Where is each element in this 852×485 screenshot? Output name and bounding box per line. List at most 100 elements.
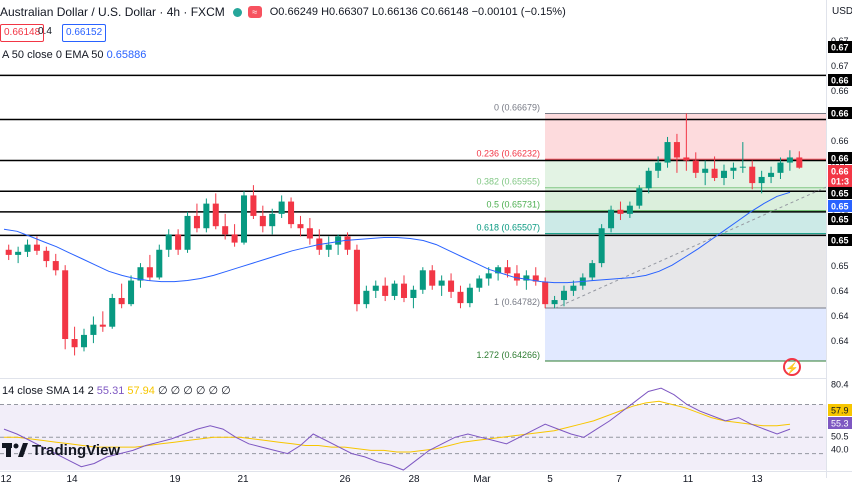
candle-body	[777, 162, 784, 173]
candle-body	[109, 297, 116, 327]
lightning-icon[interactable]: ⚡	[783, 358, 801, 376]
rsi-value: 55.31	[96, 385, 125, 397]
candle-body	[448, 280, 455, 292]
candle-body	[391, 283, 398, 296]
candle-body	[598, 228, 605, 264]
ema-line	[3, 191, 791, 284]
fib-label: 0.618 (0.65507)	[476, 223, 540, 233]
candle-body	[758, 176, 765, 184]
price-marker	[828, 175, 852, 187]
candle-body	[532, 275, 539, 282]
brand-text: TradingView	[32, 442, 121, 459]
fib-zone	[545, 308, 826, 361]
candle-body	[692, 160, 699, 173]
buy-button[interactable]: 0.66152	[62, 24, 107, 42]
candle-body	[43, 250, 50, 262]
candle-body	[664, 142, 671, 163]
rsi-marker	[828, 404, 852, 416]
candle-body	[570, 285, 577, 291]
rsi-axis-label: 40.0	[831, 445, 849, 455]
tradingview-logo[interactable]: TradingView	[2, 442, 120, 459]
candle-body	[720, 170, 728, 178]
rsi-line	[3, 387, 791, 471]
price-marker-label: 0.66	[831, 76, 849, 86]
tradingview-logo-icon	[2, 442, 28, 457]
price-marker-label: 01:3	[831, 177, 849, 187]
candle-body	[702, 168, 709, 173]
candle-body	[589, 263, 596, 278]
rsi-legend[interactable]: 14 close SMA 14 2 55.31 57.94 ∅ ∅ ∅ ∅ ∅ …	[2, 384, 231, 397]
candle-body	[250, 195, 257, 216]
candle-body	[739, 166, 746, 168]
candle-body	[80, 334, 88, 348]
sell-button[interactable]: 0.66148	[0, 24, 45, 42]
candle-body	[504, 267, 511, 274]
candle-body	[344, 236, 351, 250]
symbol-title[interactable]: Australian Dollar / U.S. Dollar · 4h · F…	[0, 5, 225, 19]
candle-body	[673, 142, 680, 158]
candle-body	[165, 234, 172, 250]
ema-legend[interactable]: A 50 close 0 EMA 50 0.65886	[2, 49, 146, 61]
candle-body	[90, 324, 97, 335]
candle-body	[419, 270, 426, 290]
rsi-extra-values: ∅ ∅ ∅ ∅ ∅ ∅	[157, 385, 231, 397]
candle-body	[523, 275, 530, 281]
price-axis-label: 0.64	[831, 311, 849, 321]
candle-body	[24, 244, 31, 252]
price-marker	[828, 41, 852, 53]
candle-body	[5, 249, 12, 255]
market-open-icon	[232, 7, 242, 17]
candle-body	[231, 234, 238, 243]
price-marker-label: 0.65	[831, 236, 849, 246]
time-axis-label: 14	[66, 474, 78, 485]
price-marker	[828, 152, 852, 164]
ema-value: 0.65886	[106, 49, 147, 61]
currency-label[interactable]: USD	[832, 6, 852, 17]
candle-body	[71, 339, 78, 348]
candle-body	[796, 157, 803, 168]
fib-label: 0.5 (0.65731)	[486, 200, 540, 210]
ema-label: A 50 close 0 EMA 50	[2, 49, 104, 61]
candle-body	[626, 205, 633, 214]
price-axis-label: 0.66	[831, 136, 849, 146]
candle-body	[372, 285, 379, 291]
wave-icon: ≈	[247, 6, 262, 18]
fib-label: 0 (0.66679)	[494, 102, 540, 112]
candle-body	[212, 203, 219, 227]
candle-body	[636, 188, 643, 206]
candle-body	[156, 249, 163, 278]
time-axis-label: 12	[0, 474, 12, 485]
candle-body	[617, 209, 624, 214]
price-marker-label: 0.66	[831, 167, 849, 177]
price-marker	[828, 187, 852, 199]
price-marker-label: 0.67	[831, 43, 849, 53]
rsi-sma-line	[4, 400, 791, 453]
time-axis-label: 26	[339, 474, 351, 485]
candle-body	[400, 283, 408, 298]
price-marker	[828, 200, 852, 212]
candle-body	[645, 170, 652, 189]
chart-header: Australian Dollar / U.S. Dollar · 4h · F…	[0, 4, 566, 20]
price-marker	[828, 165, 852, 177]
fib-label: 1 (0.64782)	[494, 297, 540, 307]
candle-body	[203, 203, 210, 229]
price-marker-label: 0.65	[831, 189, 849, 199]
candle-body	[655, 162, 662, 171]
candle-body	[137, 267, 144, 281]
candle-body	[62, 270, 69, 340]
price-axis-label: 0.64	[831, 336, 849, 346]
candle-body	[297, 224, 304, 229]
price-marker-label: 0.65	[831, 202, 849, 212]
fib-label: 1.272 (0.64266)	[476, 350, 540, 360]
candle-body	[513, 273, 520, 281]
candle-body	[128, 280, 135, 305]
ohlc-values: O0.66249 H0.66307 L0.66136 C0.66148 −0.0…	[269, 6, 566, 18]
candle-body	[438, 280, 445, 286]
spread-value: 0.4	[38, 26, 52, 37]
candle-body	[711, 168, 718, 178]
candle-body	[222, 226, 229, 235]
rsi-label: 14 close SMA 14 2	[2, 385, 94, 397]
fib-zone	[545, 187, 826, 211]
fib-zone	[545, 113, 826, 160]
